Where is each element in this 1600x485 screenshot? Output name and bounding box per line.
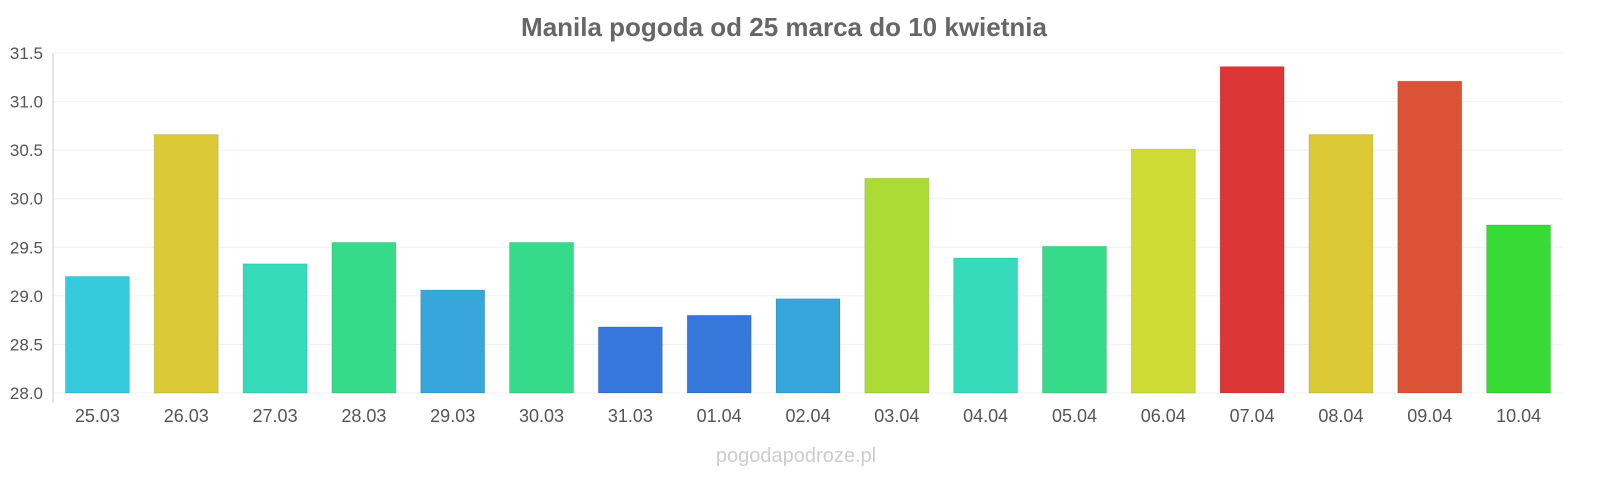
x-tick-label: 27.03 (253, 406, 298, 426)
bar-29.03 (420, 289, 486, 394)
y-tick-label: 29.5 (10, 238, 43, 257)
y-tick-label: 29.0 (10, 287, 43, 306)
bar-06.04 (1130, 148, 1196, 394)
bar-01.04 (686, 314, 752, 394)
bar-30.03 (509, 241, 575, 394)
y-tick-label: 28.0 (10, 384, 43, 403)
y-tick-label: 31.5 (10, 44, 43, 63)
x-tick-label: 03.04 (874, 406, 919, 426)
x-tick-label: 07.04 (1230, 406, 1275, 426)
x-tick-label: 25.03 (75, 406, 120, 426)
x-tick-label: 02.04 (785, 406, 830, 426)
y-tick-label: 30.5 (10, 141, 43, 160)
x-tick-label: 28.03 (341, 406, 386, 426)
y-tick-label: 28.5 (10, 335, 43, 354)
bar-31.03 (597, 326, 663, 394)
x-tick-label: 04.04 (963, 406, 1008, 426)
y-tick-label: 31.0 (10, 93, 43, 112)
x-tick-label: 01.04 (697, 406, 742, 426)
bar-02.04 (775, 298, 841, 394)
x-tick-label: 10.04 (1496, 406, 1541, 426)
x-tick-label: 05.04 (1052, 406, 1097, 426)
x-tick-label: 26.03 (164, 406, 209, 426)
bar-09.04 (1397, 80, 1463, 394)
bar-03.04 (864, 177, 930, 394)
x-tick-label: 29.03 (430, 406, 475, 426)
bar-26.03 (153, 134, 219, 394)
x-tick-label: 30.03 (519, 406, 564, 426)
x-tick-label: 09.04 (1407, 406, 1452, 426)
y-tick-label: 30.0 (10, 190, 43, 209)
x-tick-label: 06.04 (1141, 406, 1186, 426)
bar-08.04 (1308, 134, 1374, 394)
bar-27.03 (242, 263, 308, 394)
bar-05.04 (1041, 245, 1107, 394)
bar-10.04 (1486, 224, 1552, 394)
watermark: pogodapodroze.pl (716, 445, 876, 467)
bar-25.03 (64, 275, 130, 394)
chart-title: Manila pogoda od 25 marca do 10 kwietnia (521, 12, 1047, 42)
bar-28.03 (331, 241, 397, 394)
bar-07.04 (1219, 66, 1285, 394)
x-tick-label: 31.03 (608, 406, 653, 426)
x-tick-label: 08.04 (1318, 406, 1363, 426)
bar-04.04 (953, 257, 1019, 394)
